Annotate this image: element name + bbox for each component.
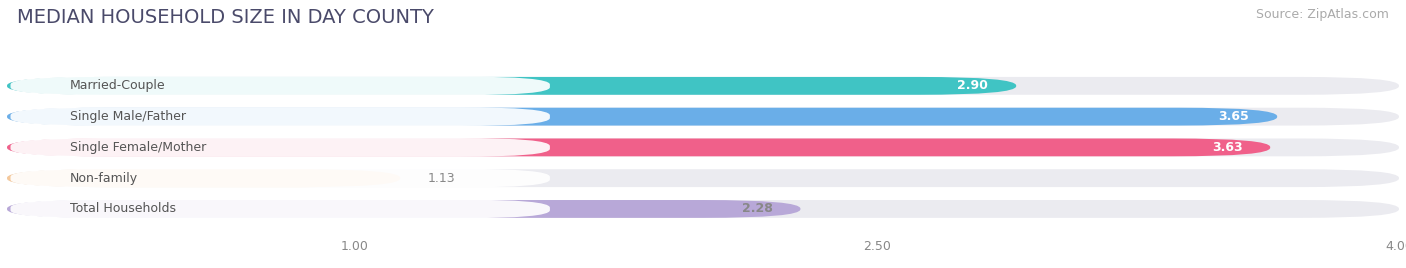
FancyBboxPatch shape bbox=[7, 77, 1017, 95]
FancyBboxPatch shape bbox=[7, 200, 800, 218]
FancyBboxPatch shape bbox=[7, 139, 1399, 156]
Text: 3.63: 3.63 bbox=[1212, 141, 1243, 154]
FancyBboxPatch shape bbox=[7, 169, 401, 187]
Text: 1.13: 1.13 bbox=[427, 172, 456, 185]
Text: Single Male/Father: Single Male/Father bbox=[70, 110, 186, 123]
Text: Married-Couple: Married-Couple bbox=[70, 79, 166, 92]
FancyBboxPatch shape bbox=[7, 108, 1277, 125]
FancyBboxPatch shape bbox=[10, 138, 550, 157]
FancyBboxPatch shape bbox=[10, 107, 550, 126]
FancyBboxPatch shape bbox=[10, 169, 550, 188]
Text: 3.65: 3.65 bbox=[1219, 110, 1250, 123]
Text: Single Female/Mother: Single Female/Mother bbox=[70, 141, 205, 154]
FancyBboxPatch shape bbox=[10, 76, 550, 95]
Text: Total Households: Total Households bbox=[70, 202, 176, 215]
FancyBboxPatch shape bbox=[7, 108, 1399, 125]
FancyBboxPatch shape bbox=[7, 200, 1399, 218]
FancyBboxPatch shape bbox=[7, 169, 1399, 187]
FancyBboxPatch shape bbox=[7, 139, 1270, 156]
Text: 2.90: 2.90 bbox=[957, 79, 988, 92]
Text: Non-family: Non-family bbox=[70, 172, 138, 185]
FancyBboxPatch shape bbox=[10, 200, 550, 218]
Text: 2.28: 2.28 bbox=[742, 202, 772, 215]
FancyBboxPatch shape bbox=[7, 77, 1399, 95]
Text: MEDIAN HOUSEHOLD SIZE IN DAY COUNTY: MEDIAN HOUSEHOLD SIZE IN DAY COUNTY bbox=[17, 8, 433, 27]
Text: Source: ZipAtlas.com: Source: ZipAtlas.com bbox=[1256, 8, 1389, 21]
